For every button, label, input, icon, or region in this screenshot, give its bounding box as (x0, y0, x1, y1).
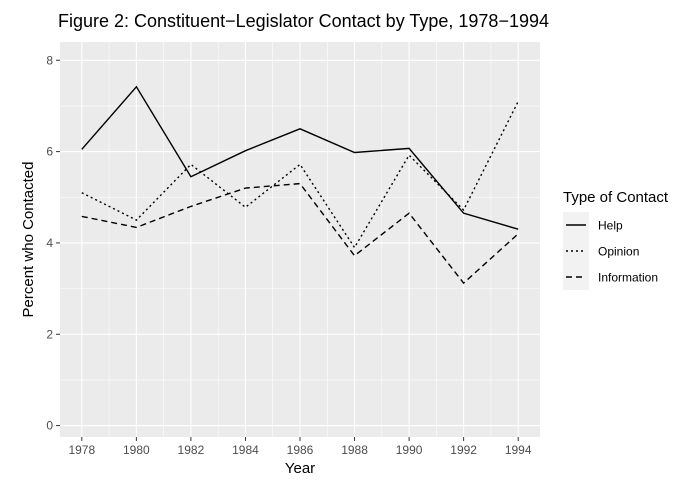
legend: Type of Contact Help Opinion Information (563, 189, 669, 290)
y-tick-label: 0 (46, 419, 53, 433)
x-tick-label: 1982 (178, 443, 205, 457)
x-tick-label: 1984 (232, 443, 259, 457)
series-lines (81, 85, 519, 285)
legend-label-help: Help (598, 219, 623, 233)
legend-label-information: Information (598, 271, 658, 285)
chart-title: Figure 2: Constituent−Legislator Contact… (58, 11, 549, 31)
series-line-information (81, 182, 519, 285)
x-axis-title: Year (285, 460, 315, 477)
x-tick-label: 1988 (341, 443, 368, 457)
y-axis-title: Percent who Contacted (20, 162, 37, 318)
series-line-opinion (81, 101, 519, 249)
x-tick-label: 1994 (505, 443, 532, 457)
x-tick-label: 1978 (68, 443, 95, 457)
x-tick-label: 1980 (123, 443, 150, 457)
legend-title: Type of Contact (563, 189, 669, 206)
legend-label-opinion: Opinion (598, 245, 639, 259)
y-tick-label: 8 (46, 53, 53, 67)
x-tick-label: 1990 (396, 443, 423, 457)
x-tick-label: 1986 (287, 443, 314, 457)
x-tick-label: 1992 (450, 443, 477, 457)
y-tick-label: 6 (46, 145, 53, 159)
y-tick-label: 2 (46, 327, 53, 341)
gridlines (60, 42, 540, 437)
axes: 0 2 4 6 8 1978 1980 1982 1984 1986 1988 1990 1992 199… (46, 53, 532, 457)
y-tick-label: 4 (46, 236, 53, 250)
